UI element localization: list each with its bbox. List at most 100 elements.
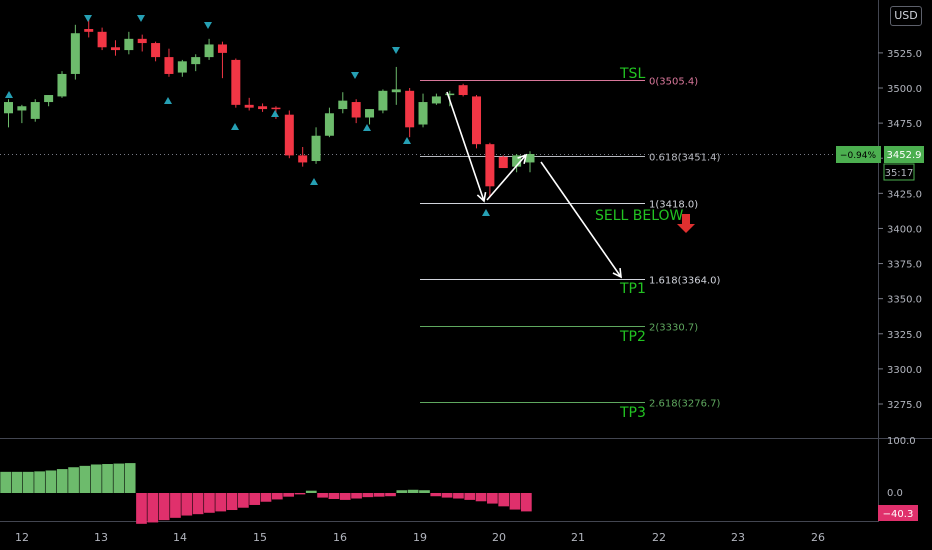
time-tick-label: 15	[253, 531, 267, 544]
candle-body	[258, 106, 268, 110]
candle-body	[231, 59, 241, 105]
osc-tick-label: 0.0	[887, 488, 903, 499]
candle	[84, 17, 94, 38]
oscillator-bar	[339, 493, 351, 500]
oscillator-bar	[124, 463, 136, 493]
candle-body	[70, 33, 80, 74]
time-tick-label: 20	[492, 531, 506, 544]
candle-body	[405, 90, 415, 128]
oscillator-bar	[487, 493, 498, 504]
candle	[284, 110, 294, 159]
candle	[485, 142, 495, 198]
oscillator-bar	[215, 493, 227, 512]
candle	[244, 97, 254, 111]
candle	[431, 93, 441, 105]
candle	[324, 107, 334, 138]
oscillator-bar	[520, 493, 532, 512]
arrow-down-leg[interactable]	[446, 91, 487, 203]
price-tick-label: 3525.0	[887, 49, 922, 60]
candle	[365, 109, 375, 125]
swing-high-marker	[137, 15, 145, 22]
oscillator-bar	[419, 490, 430, 493]
candle-body	[137, 38, 147, 44]
oscillator-bar	[249, 493, 261, 505]
candle-body	[217, 44, 227, 53]
arrow-target-leg[interactable]	[540, 161, 622, 279]
oscillator-bar	[453, 493, 464, 499]
oscillator-bar	[136, 493, 147, 524]
candle-body	[351, 102, 361, 118]
candle	[512, 154, 522, 173]
candle	[177, 59, 187, 77]
oscillator-bar	[498, 493, 510, 507]
swing-low-marker	[5, 91, 13, 98]
candle	[338, 92, 348, 114]
candle-body	[164, 57, 174, 74]
candle	[458, 83, 468, 97]
oscillator-bar	[147, 493, 159, 523]
candle-body	[110, 47, 120, 51]
axes: 3525.03500.03475.03450.03425.03400.03375…	[15, 49, 924, 544]
candle	[311, 127, 321, 164]
swing-low-marker	[482, 209, 490, 216]
oscillator-bar	[441, 493, 453, 498]
arrow-shaft	[446, 91, 485, 202]
time-tick-label: 21	[571, 531, 585, 544]
candle-body	[445, 93, 455, 96]
fib-label: 0(3505.4)	[649, 77, 698, 88]
oscillator-bar	[56, 469, 68, 493]
candle	[110, 40, 120, 56]
candle-body	[191, 57, 201, 65]
candle-body	[525, 154, 535, 163]
oscillator-bar	[373, 493, 385, 497]
arrow-head	[476, 191, 487, 203]
candle-body	[30, 102, 40, 119]
time-tick-label: 16	[333, 531, 347, 544]
candle-body	[177, 61, 187, 73]
candle-body	[458, 85, 468, 96]
countdown-text: 35:17	[885, 168, 914, 179]
oscillator-bar	[79, 465, 91, 493]
sell-below-label: SELL BELOW	[595, 208, 684, 224]
price-tick-label: 3325.0	[887, 330, 922, 341]
price-tick-label: 3500.0	[887, 84, 922, 95]
fib-label: 1(3418.0)	[649, 200, 698, 211]
currency-button[interactable]: USD	[890, 6, 922, 26]
arrow-shaft	[486, 154, 527, 201]
candle-body	[244, 104, 254, 108]
price-tick-label: 3300.0	[887, 365, 922, 376]
tp2-label: TP2	[619, 329, 646, 345]
candle	[57, 71, 67, 98]
candle-body	[391, 89, 401, 93]
candle-body	[271, 107, 281, 110]
candle	[124, 31, 134, 55]
oscillator-bar	[102, 464, 113, 493]
arrow-up-leg[interactable]	[486, 153, 528, 201]
swing-high-marker	[392, 47, 400, 54]
osc-last-text: −40.3	[883, 509, 914, 520]
candle	[525, 151, 535, 173]
oscillator-bar	[305, 490, 317, 493]
price-tick-label: 3275.0	[887, 400, 922, 411]
oscillator-bar	[204, 493, 215, 513]
oscillator-bar	[475, 493, 487, 502]
price-tick-label: 3475.0	[887, 119, 922, 130]
change-badge	[836, 146, 881, 163]
arrow-head	[517, 153, 528, 164]
candle-body	[431, 96, 441, 104]
candle	[231, 58, 241, 108]
time-tick-label: 22	[652, 531, 666, 544]
candle	[204, 38, 214, 60]
oscillator-bar	[351, 493, 362, 499]
swing-high-marker	[84, 15, 92, 22]
tp3-label: TP3	[619, 405, 646, 421]
price-tick-label: 3425.0	[887, 189, 922, 200]
trade-path-arrows[interactable]	[446, 91, 622, 279]
change-badge-text: −0.94%	[840, 151, 877, 161]
swing-high-marker	[204, 22, 212, 29]
fibonacci-levels[interactable]: 0(3505.4) 0.618(3451.4) 1(3418.0) 1.618(336…	[420, 66, 721, 421]
oscillator-bar	[385, 493, 396, 497]
fib-label: 2.618(3276.7)	[649, 399, 721, 410]
candle	[191, 54, 201, 72]
